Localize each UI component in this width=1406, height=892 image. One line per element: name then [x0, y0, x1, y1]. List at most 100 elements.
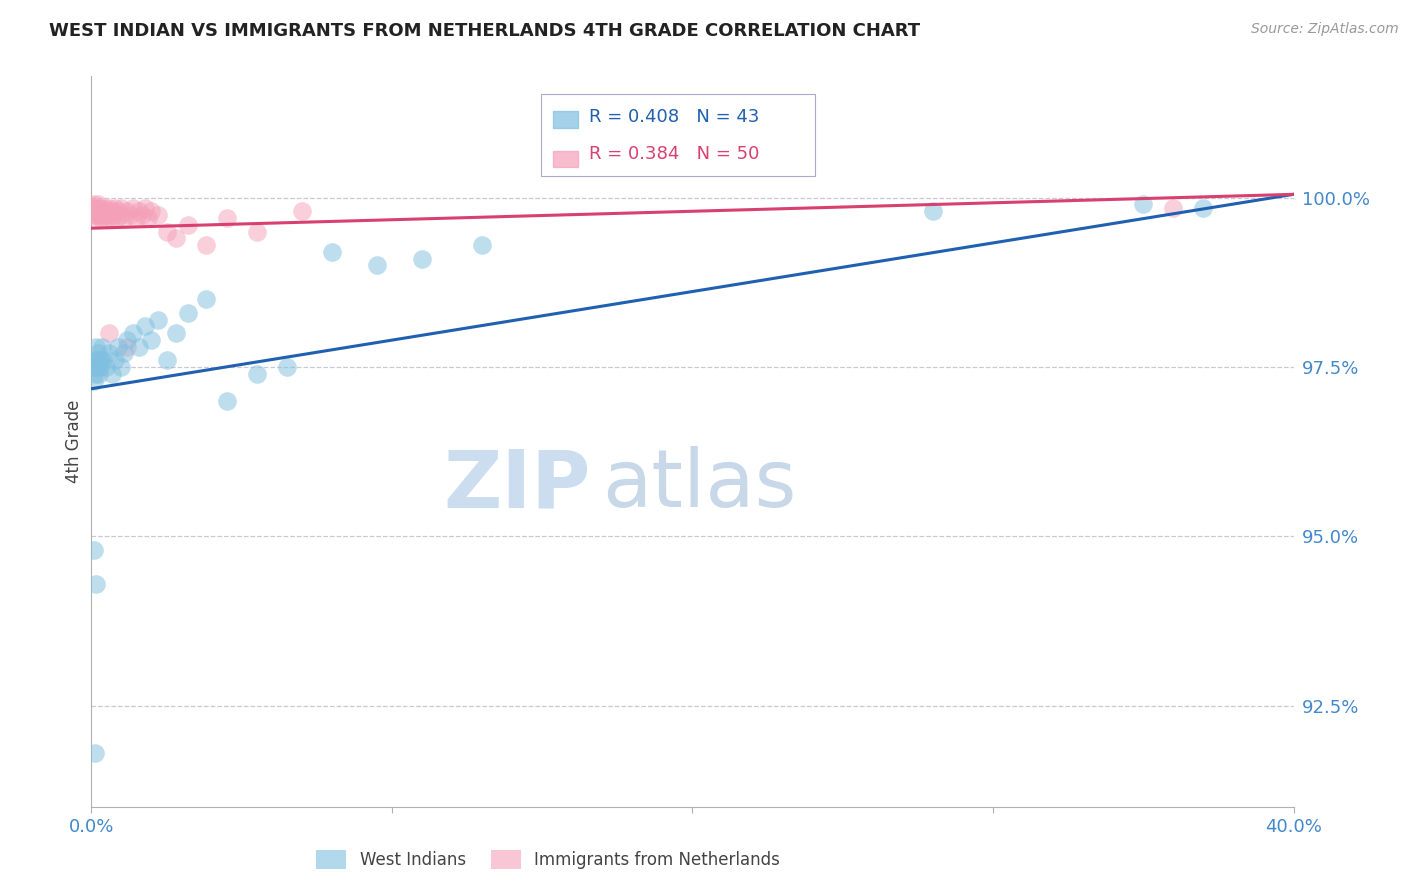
Text: ZIP: ZIP [443, 446, 591, 524]
Text: atlas: atlas [602, 446, 797, 524]
Point [86, 201, 108, 215]
Point [83, 542, 105, 557]
Point [87, 197, 110, 211]
Point [155, 353, 177, 368]
Point [101, 204, 124, 219]
Point [922, 204, 945, 219]
Point [93, 353, 115, 368]
Point [105, 211, 128, 225]
Point [90, 340, 112, 354]
Point [107, 204, 129, 219]
Point [86, 204, 108, 219]
Point [91, 204, 114, 219]
Point [246, 225, 269, 239]
Point [141, 204, 163, 219]
Point [84, 211, 107, 225]
Point [86, 359, 108, 374]
Point [125, 211, 148, 225]
Point [165, 231, 187, 245]
Point [93, 201, 115, 215]
Point [117, 333, 139, 347]
Point [128, 204, 150, 219]
Point [83, 353, 105, 368]
Point [114, 211, 136, 225]
Point [83, 374, 105, 388]
Point [108, 208, 131, 222]
Point [89, 359, 111, 374]
Point [87, 346, 110, 360]
Point [215, 393, 238, 408]
Point [117, 204, 139, 219]
Point [128, 340, 150, 354]
Point [84, 201, 107, 215]
Point [98, 201, 121, 215]
Point [176, 306, 198, 320]
Point [84, 367, 107, 381]
Point [146, 312, 169, 326]
Point [87, 367, 110, 381]
Point [82, 197, 104, 211]
Point [321, 244, 343, 259]
Point [83, 204, 105, 219]
Point [366, 259, 388, 273]
Text: R = 0.408   N = 43: R = 0.408 N = 43 [589, 108, 759, 126]
Point [110, 201, 132, 215]
Point [110, 359, 132, 374]
Point [122, 326, 145, 341]
Point [276, 359, 298, 374]
Point [83, 208, 105, 222]
Point [89, 353, 111, 368]
Point [291, 204, 314, 219]
Point [84, 340, 107, 354]
Point [94, 211, 117, 225]
Point [155, 225, 177, 239]
Point [246, 367, 269, 381]
Point [141, 333, 163, 347]
Point [471, 238, 494, 252]
Point [98, 346, 121, 360]
Point [101, 367, 124, 381]
Point [194, 238, 217, 252]
Point [96, 204, 118, 219]
Point [411, 252, 433, 266]
Point [86, 208, 108, 222]
Point [89, 208, 111, 222]
Point [84, 576, 107, 591]
Point [134, 319, 156, 334]
Point [98, 326, 121, 341]
Point [100, 211, 122, 225]
Legend: West Indians, Immigrants from Netherlands: West Indians, Immigrants from Netherland… [309, 843, 787, 876]
Point [120, 208, 142, 222]
Point [134, 201, 156, 215]
Point [165, 326, 187, 341]
Point [103, 208, 125, 222]
Text: Source: ZipAtlas.com: Source: ZipAtlas.com [1251, 22, 1399, 37]
Point [215, 211, 238, 225]
Point [84, 746, 107, 760]
Point [87, 204, 110, 219]
Point [122, 201, 145, 215]
Point [89, 201, 111, 215]
Point [1192, 201, 1215, 215]
Point [1132, 197, 1154, 211]
Point [82, 201, 104, 215]
Point [176, 218, 198, 232]
Point [194, 293, 217, 307]
Point [86, 353, 108, 368]
Point [1161, 201, 1184, 215]
Point [104, 201, 127, 215]
Point [82, 359, 104, 374]
Point [114, 346, 136, 360]
Point [117, 340, 139, 354]
Point [107, 340, 129, 354]
Point [131, 208, 153, 222]
Point [93, 208, 115, 222]
Point [96, 359, 118, 374]
Y-axis label: 4th Grade: 4th Grade [65, 400, 83, 483]
Point [138, 211, 160, 225]
Text: WEST INDIAN VS IMMIGRANTS FROM NETHERLANDS 4TH GRADE CORRELATION CHART: WEST INDIAN VS IMMIGRANTS FROM NETHERLAN… [49, 22, 921, 40]
Point [104, 353, 127, 368]
Text: R = 0.384   N = 50: R = 0.384 N = 50 [589, 145, 759, 163]
Point [90, 211, 112, 225]
Point [97, 208, 120, 222]
